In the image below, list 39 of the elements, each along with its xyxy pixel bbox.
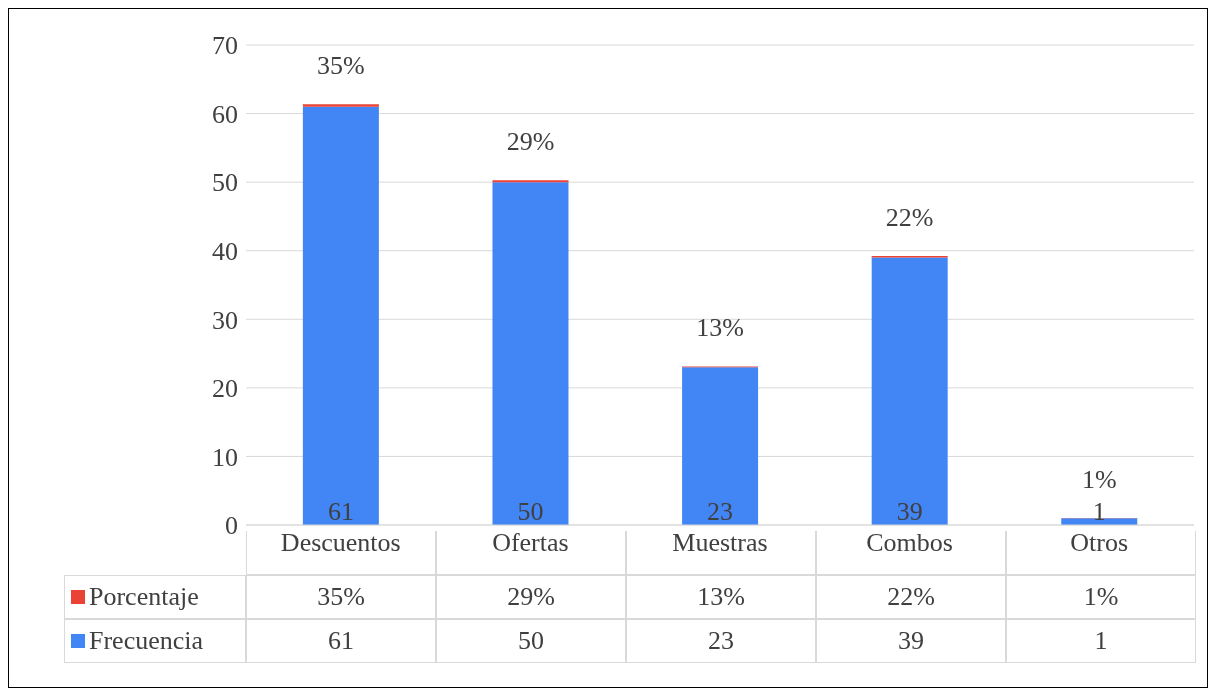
x-tick-label: Otros [1070, 528, 1129, 558]
x-tick-label: Ofertas [492, 528, 569, 558]
data-label: 39 [816, 619, 1006, 663]
text: 50 [517, 497, 544, 526]
bar [302, 104, 379, 107]
text: 22% [885, 203, 934, 233]
text: 29% [506, 127, 555, 157]
text: 61 [327, 497, 354, 526]
text: 23 [707, 497, 734, 526]
x-tick-label: Combos [866, 528, 953, 558]
bar [871, 257, 948, 525]
bar [492, 182, 569, 525]
y-tick-label: 70 [212, 31, 238, 61]
bar [682, 367, 759, 525]
data-label: 1% [1006, 575, 1196, 619]
y-tick-label: 30 [212, 305, 238, 335]
text: 1% [1081, 465, 1117, 495]
x-tick-label: Muestras [672, 528, 768, 558]
text: 35% [317, 51, 365, 81]
bar [302, 106, 379, 525]
y-tick-label: 40 [212, 236, 238, 266]
legend-label: Frecuencia [64, 619, 246, 663]
data-label: 22% [816, 575, 1006, 619]
y-tick-label: 60 [212, 99, 238, 129]
y-tick-label: 0 [225, 511, 238, 541]
data-label: 13% [626, 575, 816, 619]
data-label: 23 [626, 619, 816, 663]
data-label: 35% [246, 575, 436, 619]
x-tick-label: Descuentos [280, 528, 401, 558]
text: 13% [696, 313, 744, 343]
y-tick-label: 20 [212, 374, 238, 404]
text: 39 [896, 497, 923, 526]
data-label: 1 [1006, 619, 1196, 663]
data-label: 61 [246, 619, 436, 663]
y-tick-label: 10 [212, 442, 238, 472]
y-tick-label: 50 [212, 168, 238, 198]
data-label: 50 [436, 619, 626, 663]
legend-label: Porcentaje [64, 575, 246, 619]
data-label: 29% [436, 575, 626, 619]
